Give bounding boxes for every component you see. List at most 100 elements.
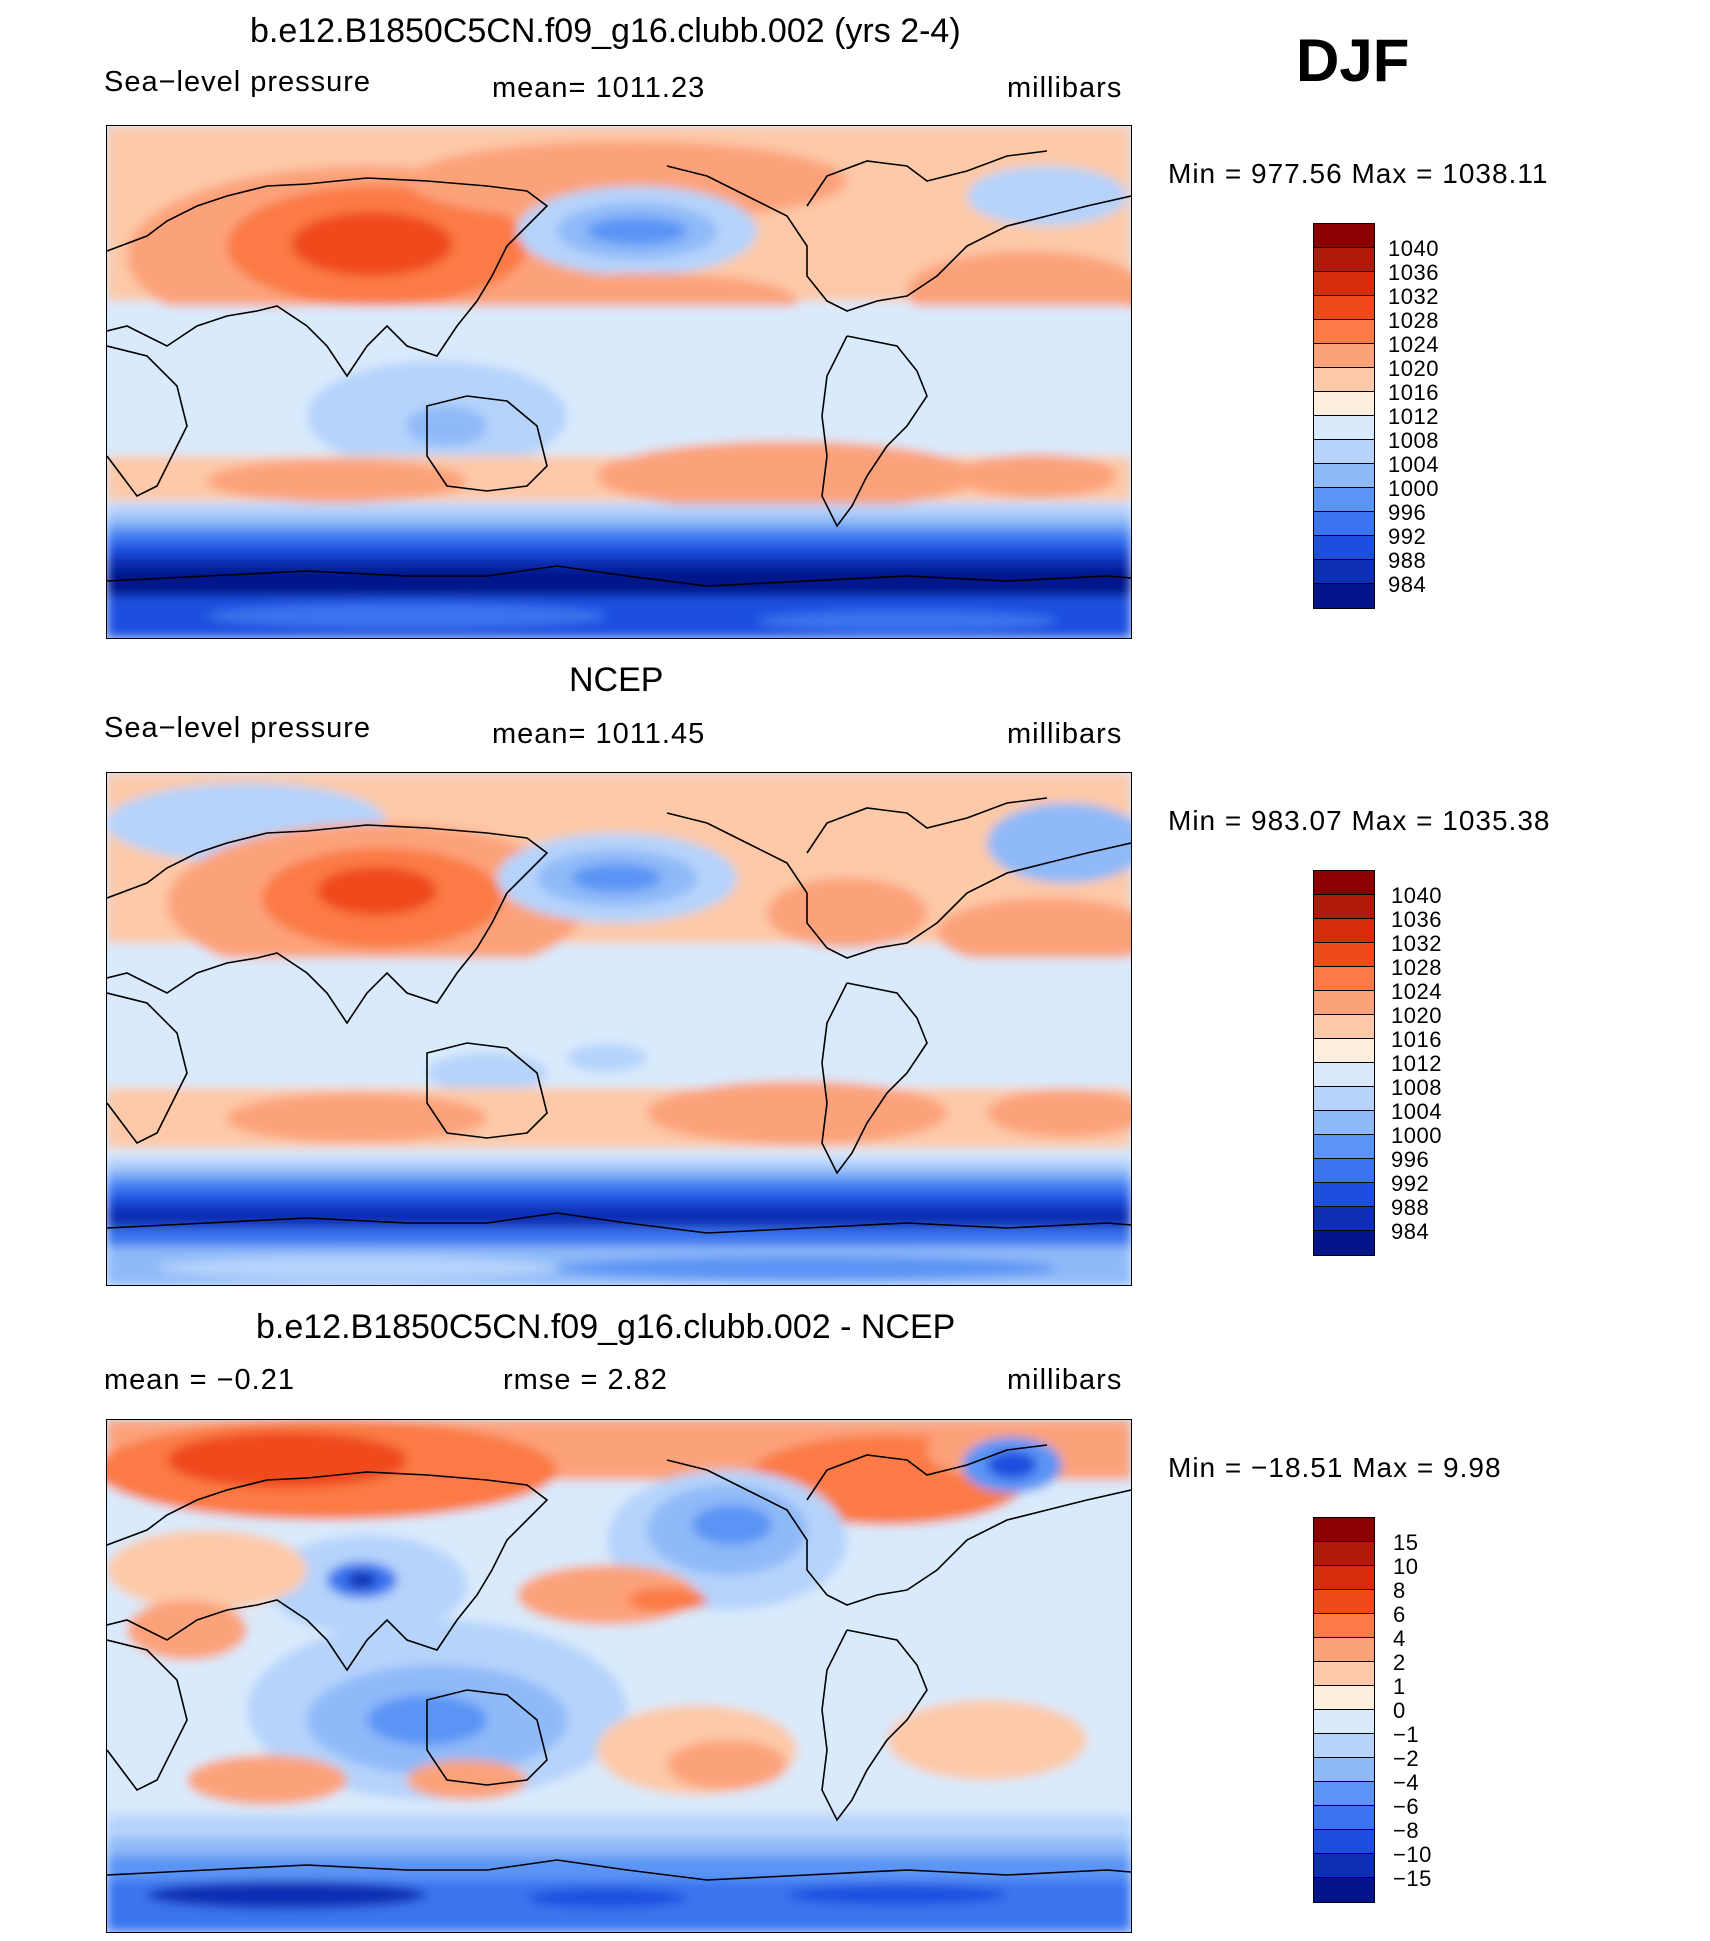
minmax-label: Min = 983.07 Max = 1035.38 bbox=[1168, 805, 1551, 836]
colorbar-label: 10 bbox=[1393, 1554, 1419, 1579]
colorbar-swatch bbox=[1314, 584, 1374, 608]
panel-title: NCEP bbox=[569, 661, 664, 699]
colorbar-label: 984 bbox=[1391, 1219, 1430, 1244]
colorbar-label: 1020 bbox=[1391, 1003, 1442, 1028]
colorbar-label: 1024 bbox=[1388, 332, 1439, 357]
colorbar-label: 1012 bbox=[1388, 404, 1439, 429]
colorbar-swatch bbox=[1314, 1830, 1374, 1854]
units-label: millibars bbox=[1007, 1364, 1123, 1396]
colorbar-label: 1032 bbox=[1388, 284, 1439, 309]
colorbar bbox=[1313, 870, 1375, 1256]
colorbar-label: 996 bbox=[1391, 1147, 1430, 1172]
colorbar-label: 984 bbox=[1388, 572, 1427, 597]
colorbar-swatch bbox=[1314, 1135, 1374, 1159]
colorbar-label: 1036 bbox=[1388, 260, 1439, 285]
minmax-label: Min = 977.56 Max = 1038.11 bbox=[1168, 158, 1549, 189]
colorbar-label: 988 bbox=[1391, 1195, 1430, 1220]
colorbar-swatch bbox=[1314, 1231, 1374, 1255]
mean-label: mean = −0.21 bbox=[104, 1364, 295, 1396]
colorbar-swatch bbox=[1314, 440, 1374, 464]
colorbar-swatch bbox=[1314, 1854, 1374, 1878]
colorbar-label: −2 bbox=[1393, 1746, 1420, 1771]
colorbar-label: 996 bbox=[1388, 500, 1427, 525]
colorbar-swatch bbox=[1314, 1207, 1374, 1231]
colorbar-swatch bbox=[1314, 248, 1374, 272]
colorbar-label: −6 bbox=[1393, 1794, 1420, 1819]
colorbar-label: 4 bbox=[1393, 1626, 1406, 1651]
colorbar-label: 1028 bbox=[1391, 955, 1442, 980]
colorbar-label: −15 bbox=[1393, 1866, 1432, 1891]
colorbar-swatch bbox=[1314, 871, 1374, 895]
colorbar-swatch bbox=[1314, 1758, 1374, 1782]
colorbar-label: 1024 bbox=[1391, 979, 1442, 1004]
units-label: millibars bbox=[1007, 72, 1123, 104]
colorbar-swatch bbox=[1314, 967, 1374, 991]
colorbar-label: 1000 bbox=[1391, 1123, 1442, 1148]
colorbar-label: 1028 bbox=[1388, 308, 1439, 333]
colorbar-label: 1 bbox=[1393, 1674, 1406, 1699]
colorbar-swatch bbox=[1314, 1782, 1374, 1806]
map-plot bbox=[106, 1419, 1132, 1933]
colorbar-swatch bbox=[1314, 1662, 1374, 1686]
mean-label: mean= 1011.45 bbox=[492, 718, 706, 750]
map-plot bbox=[106, 772, 1132, 1286]
colorbar-label: 1008 bbox=[1388, 428, 1439, 453]
colorbar-swatch bbox=[1314, 1878, 1374, 1902]
panel-title: b.e12.B1850C5CN.f09_g16.clubb.002 (yrs 2… bbox=[250, 12, 961, 50]
colorbar-swatch bbox=[1314, 895, 1374, 919]
colorbar-label: 1012 bbox=[1391, 1051, 1442, 1076]
colorbar-swatch bbox=[1314, 1590, 1374, 1614]
colorbar-swatch bbox=[1314, 1015, 1374, 1039]
colorbar-swatch bbox=[1314, 320, 1374, 344]
colorbar-swatch bbox=[1314, 224, 1374, 248]
colorbar-label: 992 bbox=[1391, 1171, 1430, 1196]
colorbar-swatch bbox=[1314, 991, 1374, 1015]
colorbar bbox=[1313, 223, 1375, 609]
colorbar-swatch bbox=[1314, 512, 1374, 536]
colorbar-label: 1004 bbox=[1391, 1099, 1442, 1124]
colorbar bbox=[1313, 1517, 1375, 1903]
colorbar-swatch bbox=[1314, 1063, 1374, 1087]
mean-label: mean= 1011.23 bbox=[492, 72, 706, 104]
colorbar-swatch bbox=[1314, 416, 1374, 440]
colorbar-label: 1032 bbox=[1391, 931, 1442, 956]
colorbar-swatch bbox=[1314, 296, 1374, 320]
colorbar-label: 8 bbox=[1393, 1578, 1406, 1603]
colorbar-label: 992 bbox=[1388, 524, 1427, 549]
colorbar-label: 1008 bbox=[1391, 1075, 1442, 1100]
variable-label: Sea−level pressure bbox=[104, 712, 372, 744]
panel-title: b.e12.B1850C5CN.f09_g16.clubb.002 - NCEP bbox=[256, 1308, 956, 1346]
colorbar-swatch bbox=[1314, 1159, 1374, 1183]
colorbar-swatch bbox=[1314, 536, 1374, 560]
colorbar-swatch bbox=[1314, 1542, 1374, 1566]
colorbar-label: 1016 bbox=[1391, 1027, 1442, 1052]
map-plot bbox=[106, 125, 1132, 639]
colorbar-swatch bbox=[1314, 1806, 1374, 1830]
colorbar-label: 2 bbox=[1393, 1650, 1406, 1675]
colorbar-swatch bbox=[1314, 1111, 1374, 1135]
colorbar-label: −8 bbox=[1393, 1818, 1420, 1843]
colorbar-label: −4 bbox=[1393, 1770, 1420, 1795]
colorbar-label: 1000 bbox=[1388, 476, 1439, 501]
colorbar-label: 15 bbox=[1393, 1530, 1419, 1555]
colorbar-label: 1040 bbox=[1388, 236, 1439, 261]
colorbar-label: 1036 bbox=[1391, 907, 1442, 932]
colorbar-swatch bbox=[1314, 344, 1374, 368]
colorbar-swatch bbox=[1314, 1183, 1374, 1207]
season-label: DJF bbox=[1296, 27, 1410, 94]
colorbar-swatch bbox=[1314, 1087, 1374, 1111]
rmse-label: rmse = 2.82 bbox=[503, 1364, 668, 1396]
colorbar-label: 1040 bbox=[1391, 883, 1442, 908]
units-label: millibars bbox=[1007, 718, 1123, 750]
colorbar-swatch bbox=[1314, 1710, 1374, 1734]
variable-label: Sea−level pressure bbox=[104, 66, 372, 98]
colorbar-swatch bbox=[1314, 488, 1374, 512]
colorbar-swatch bbox=[1314, 1566, 1374, 1590]
colorbar-swatch bbox=[1314, 1614, 1374, 1638]
colorbar-swatch bbox=[1314, 368, 1374, 392]
colorbar-label: 1016 bbox=[1388, 380, 1439, 405]
colorbar-swatch bbox=[1314, 560, 1374, 584]
colorbar-label: 1020 bbox=[1388, 356, 1439, 381]
colorbar-label: −1 bbox=[1393, 1722, 1420, 1747]
minmax-label: Min = −18.51 Max = 9.98 bbox=[1168, 1452, 1502, 1483]
